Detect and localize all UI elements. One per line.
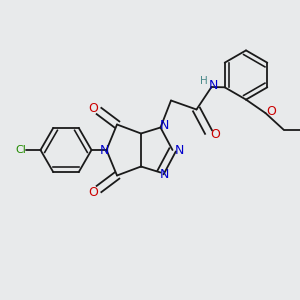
Text: H: H (200, 76, 208, 86)
Text: Cl: Cl (16, 145, 26, 155)
Text: O: O (88, 101, 98, 115)
Text: O: O (266, 105, 276, 118)
Text: O: O (88, 185, 98, 199)
Text: O: O (210, 128, 220, 142)
Text: N: N (174, 143, 184, 157)
Text: N: N (208, 79, 218, 92)
Text: N: N (159, 118, 169, 132)
Text: N: N (159, 168, 169, 182)
Text: N: N (99, 143, 109, 157)
